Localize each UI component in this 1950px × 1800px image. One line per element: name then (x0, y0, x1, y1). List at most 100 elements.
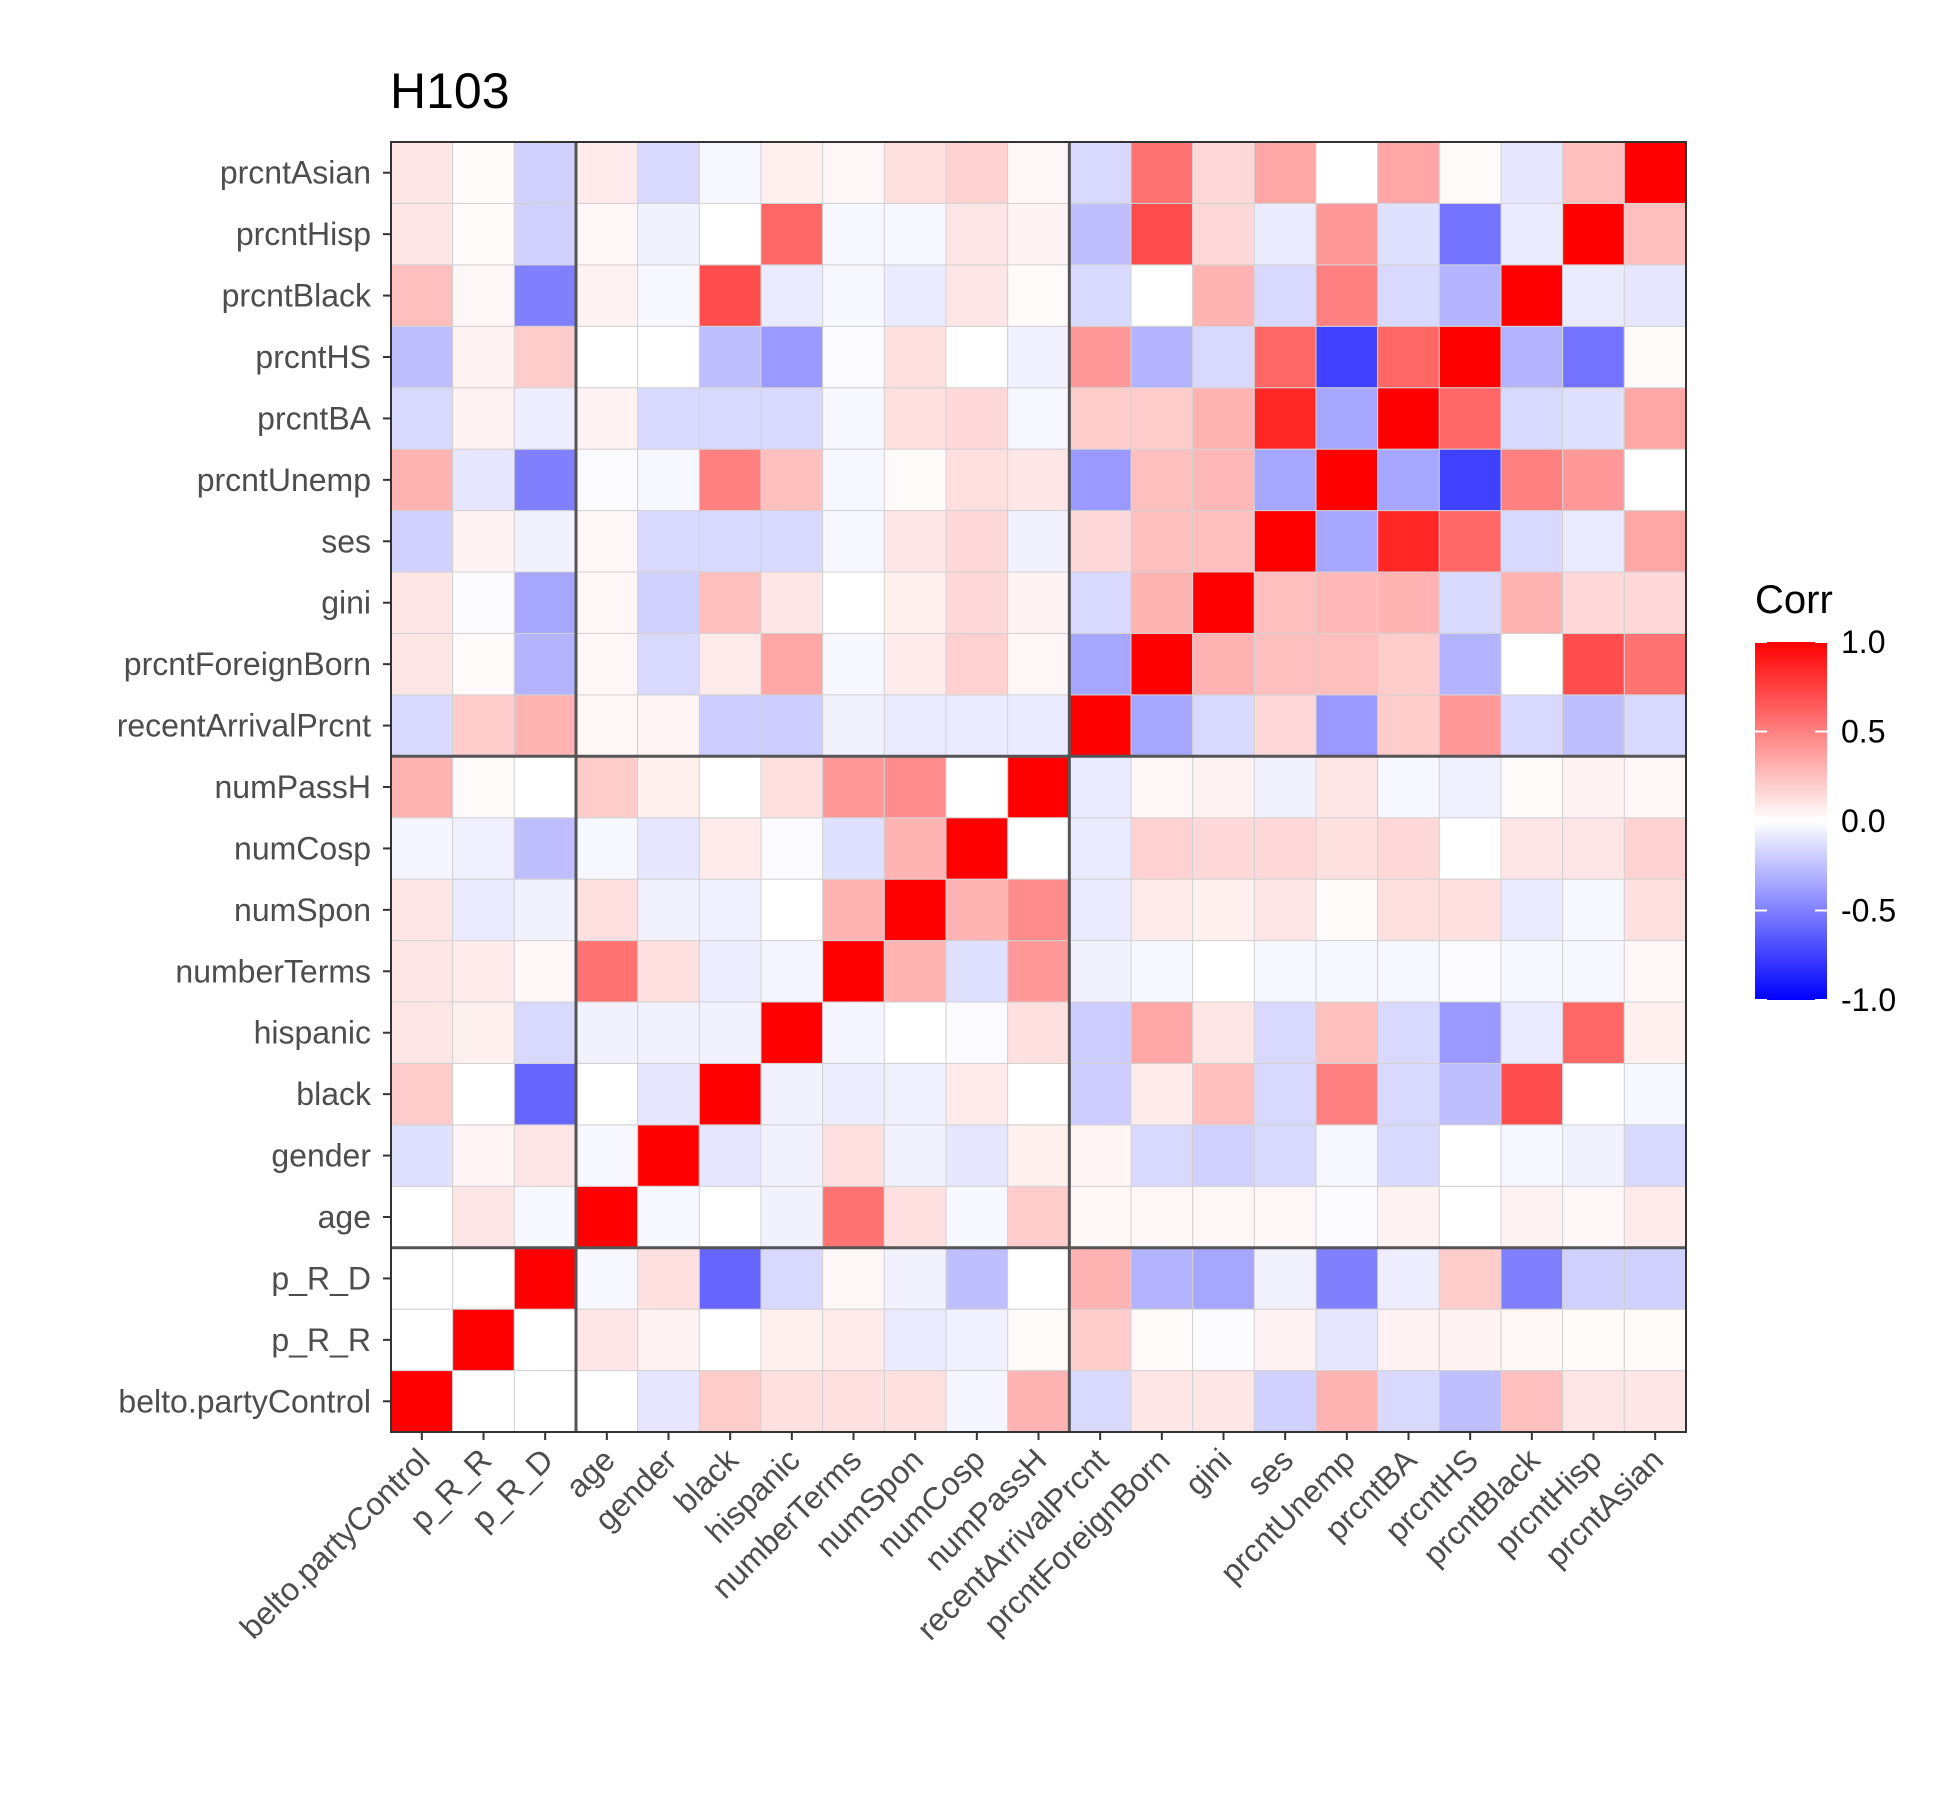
heatmap-cell-prcntHisp-age (575, 202, 639, 266)
heatmap-cell-prcntForeignBorn-numberTerms (822, 632, 885, 696)
heatmap-cell-prcntAsian-prcntAsian (1623, 141, 1687, 204)
heatmap-cell-gini-gender (637, 571, 700, 634)
heatmap-cell-gender-black (698, 1124, 762, 1187)
heatmap-cell-prcntHisp-p_R_R (452, 202, 515, 266)
heatmap-cell-hispanic-numSpon (883, 1001, 947, 1064)
heatmap-cell-black-numSpon (883, 1062, 947, 1126)
heatmap-cell-prcntAsian-p_R_D (513, 141, 577, 204)
heatmap-cell-p_R_R-prcntBA (1377, 1308, 1440, 1372)
heatmap-cell-numCosp-prcntBA (1377, 817, 1440, 880)
heatmap-cell-black-prcntBA (1377, 1062, 1440, 1126)
legend-title: Corr (1755, 578, 1833, 622)
heatmap-cell-recentArrivalPrcnt-numCosp (945, 694, 1009, 757)
heatmap-cell-black-p_R_R (452, 1062, 515, 1126)
heatmap-cell-belto.partyControl-p_R_D (513, 1370, 577, 1433)
heatmap-cell-recentArrivalPrcnt-p_R_D (513, 694, 577, 757)
heatmap-cell-prcntUnemp-belto.partyControl (390, 448, 454, 512)
heatmap-cells (390, 141, 1687, 1433)
chart-title: H103 (390, 63, 510, 119)
heatmap-cell-numSpon-ses (1253, 878, 1317, 942)
heatmap-cell-prcntForeignBorn-gender (637, 632, 700, 696)
heatmap-cell-prcntBlack-prcntBA (1377, 264, 1440, 327)
heatmap-cell-p_R_D-numSpon (883, 1247, 947, 1310)
heatmap-cell-numSpon-prcntHS (1438, 878, 1502, 942)
heatmap-cell-gini-belto.partyControl (390, 571, 454, 634)
color-legend: Corr 1.0 0.5 0.0 -0.5 -1.0 (1755, 578, 1896, 1018)
heatmap-cell-black-belto.partyControl (390, 1062, 454, 1126)
heatmap-cell-hispanic-gini (1192, 1001, 1255, 1064)
heatmap-cell-prcntAsian-numberTerms (822, 141, 885, 204)
y-tick-label: numCosp (234, 830, 371, 866)
heatmap-cell-gender-numberTerms (822, 1124, 885, 1187)
heatmap-cell-prcntForeignBorn-p_R_R (452, 632, 515, 696)
heatmap-cell-ses-numPassH (1007, 510, 1070, 573)
heatmap-cell-prcntForeignBorn-prcntUnemp (1315, 632, 1379, 696)
heatmap-cell-prcntHS-prcntAsian (1623, 325, 1687, 389)
heatmap-cell-prcntForeignBorn-prcntForeignBorn (1130, 632, 1194, 696)
heatmap-cell-recentArrivalPrcnt-belto.partyControl (390, 694, 454, 757)
y-tick-label: hispanic (254, 1015, 371, 1051)
heatmap-cell-prcntBA-numPassH (1007, 387, 1070, 450)
heatmap-cell-prcntHisp-gender (637, 202, 700, 266)
heatmap-cell-numberTerms-prcntHisp (1562, 940, 1625, 1003)
y-tick-label: recentArrivalPrcnt (117, 708, 371, 744)
heatmap-cell-belto.partyControl-prcntHisp (1562, 1370, 1625, 1433)
heatmap-cell-p_R_R-p_R_R (452, 1308, 515, 1372)
heatmap-cell-age-prcntBA (1377, 1185, 1440, 1249)
heatmap-cell-age-hispanic (760, 1185, 824, 1249)
heatmap-cell-numPassH-belto.partyControl (390, 755, 454, 819)
x-tick-label: gini (1178, 1441, 1239, 1502)
heatmap-cell-p_R_R-numberTerms (822, 1308, 885, 1372)
heatmap-cell-gender-hispanic (760, 1124, 824, 1187)
heatmap-cell-gender-numSpon (883, 1124, 947, 1187)
heatmap-cell-prcntBA-prcntUnemp (1315, 387, 1379, 450)
heatmap-cell-numCosp-prcntAsian (1623, 817, 1687, 880)
heatmap-cell-prcntForeignBorn-numCosp (945, 632, 1009, 696)
heatmap-cell-prcntHisp-black (698, 202, 762, 266)
heatmap-cell-prcntBlack-belto.partyControl (390, 264, 454, 327)
heatmap-cell-prcntHS-gender (637, 325, 700, 389)
heatmap-cell-belto.partyControl-prcntHS (1438, 1370, 1502, 1433)
heatmap-cell-black-ses (1253, 1062, 1317, 1126)
heatmap-cell-numCosp-prcntHisp (1562, 817, 1625, 880)
heatmap-cell-numberTerms-numSpon (883, 940, 947, 1003)
heatmap-cell-prcntForeignBorn-ses (1253, 632, 1317, 696)
heatmap-cell-prcntForeignBorn-belto.partyControl (390, 632, 454, 696)
heatmap-cell-gender-prcntForeignBorn (1130, 1124, 1194, 1187)
heatmap-cell-prcntForeignBorn-prcntHS (1438, 632, 1502, 696)
heatmap-cell-recentArrivalPrcnt-numPassH (1007, 694, 1070, 757)
heatmap-cell-prcntHisp-prcntForeignBorn (1130, 202, 1194, 266)
y-tick-label: ses (321, 523, 371, 559)
heatmap-cell-numPassH-ses (1253, 755, 1317, 819)
heatmap-cell-black-prcntHisp (1562, 1062, 1625, 1126)
heatmap-cell-hispanic-black (698, 1001, 762, 1064)
heatmap-cell-age-prcntUnemp (1315, 1185, 1379, 1249)
heatmap-cell-black-numPassH (1007, 1062, 1070, 1126)
heatmap-cell-gender-belto.partyControl (390, 1124, 454, 1187)
heatmap-cell-prcntBlack-prcntBlack (1500, 264, 1564, 327)
heatmap-cell-numPassH-hispanic (760, 755, 824, 819)
heatmap-cell-numberTerms-prcntAsian (1623, 940, 1687, 1003)
heatmap-cell-belto.partyControl-recentArrivalPrcnt (1068, 1370, 1132, 1433)
y-tick-label: prcntBlack (222, 278, 372, 314)
heatmap-cell-prcntBA-hispanic (760, 387, 824, 450)
heatmap-cell-prcntUnemp-p_R_D (513, 448, 577, 512)
heatmap-cell-prcntBlack-gini (1192, 264, 1255, 327)
heatmap-cell-prcntBlack-numCosp (945, 264, 1009, 327)
heatmap-cell-ses-belto.partyControl (390, 510, 454, 573)
heatmap-cell-numCosp-numCosp (945, 817, 1009, 880)
y-tick-label: gini (321, 585, 371, 621)
heatmap-cell-p_R_D-ses (1253, 1247, 1317, 1310)
heatmap-cell-belto.partyControl-prcntBA (1377, 1370, 1440, 1433)
heatmap-cell-numSpon-numberTerms (822, 878, 885, 942)
heatmap-cell-belto.partyControl-hispanic (760, 1370, 824, 1433)
heatmap-cell-prcntForeignBorn-numPassH (1007, 632, 1070, 696)
heatmap-cell-prcntUnemp-prcntBlack (1500, 448, 1564, 512)
heatmap-cell-prcntUnemp-age (575, 448, 639, 512)
heatmap-cell-numSpon-prcntBlack (1500, 878, 1564, 942)
y-tick-label: belto.partyControl (118, 1383, 371, 1419)
heatmap-cell-belto.partyControl-gini (1192, 1370, 1255, 1433)
heatmap-cell-prcntBA-belto.partyControl (390, 387, 454, 450)
heatmap-cell-numPassH-prcntBlack (1500, 755, 1564, 819)
heatmap-cell-p_R_R-numCosp (945, 1308, 1009, 1372)
